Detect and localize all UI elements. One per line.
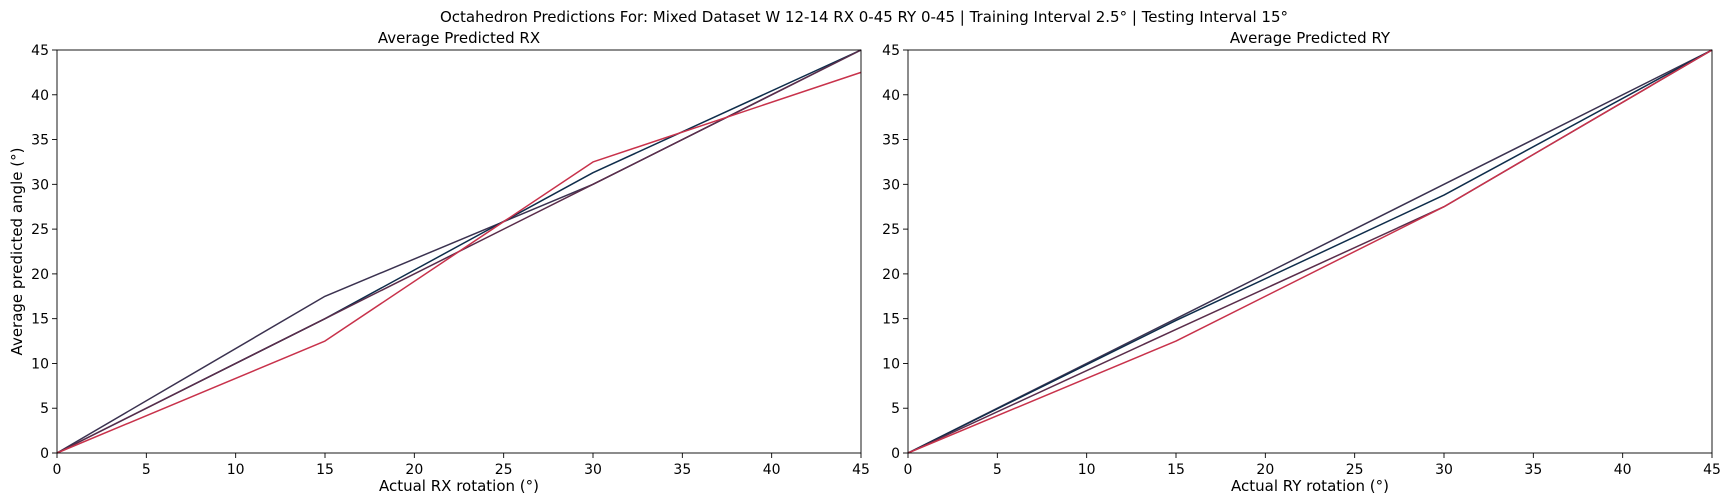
panel-rx-x-tick-label: 30 — [584, 462, 602, 478]
panel-ry-x-tick-label: 45 — [1703, 462, 1721, 478]
panel-rx-y-tick-label: 10 — [31, 356, 49, 372]
panel-rx-frame — [56, 49, 862, 454]
panel-ry-series-line-2 — [907, 49, 1713, 454]
panel-rx-x-axis-label: Actual RX rotation (°) — [379, 477, 539, 495]
panel-ry-frame — [907, 49, 1713, 454]
panel-ry-x-axis-label: Actual RY rotation (°) — [1231, 477, 1389, 495]
panel-rx-y-tick-label: 25 — [31, 222, 49, 238]
panel-ry-series-line-4 — [907, 49, 1713, 454]
panel-ry-x-tick-label: 15 — [1167, 462, 1185, 478]
panel-ry-x-tick-label: 40 — [1614, 462, 1632, 478]
panel-rx-x-tick-label: 15 — [316, 462, 334, 478]
panel-rx-x-tick-label: 35 — [673, 462, 691, 478]
panel-ry-y-tick-label: 45 — [882, 43, 900, 59]
panel-rx-y-tick-label: 5 — [40, 401, 49, 417]
panel-rx-y-axis: 0 5 10 15 20 25 30 35 40 45 — [31, 43, 57, 462]
panel-rx-y-tick-label: 15 — [31, 312, 49, 328]
panel-ry-y-tick-label: 5 — [891, 401, 900, 417]
panel-ry-y-axis: 0 5 10 15 20 25 30 35 40 45 — [882, 43, 908, 462]
panel-ry: Average Predicted RY 0 5 10 15 20 25 30 35 40 45 … — [882, 29, 1721, 495]
panel-rx-x-tick-label: 5 — [142, 462, 151, 478]
panel-rx-x-tick-label: 25 — [495, 462, 513, 478]
panel-rx-x-tick-label: 0 — [53, 462, 62, 478]
panel-ry-y-tick-label: 20 — [882, 267, 900, 283]
panel-rx-title: Average Predicted RX — [378, 29, 540, 47]
panel-rx-y-tick-label: 30 — [31, 177, 49, 193]
panel-ry-y-tick-label: 0 — [891, 446, 900, 462]
panel-ry-y-tick-label: 10 — [882, 356, 900, 372]
panel-ry-x-tick-label: 25 — [1346, 462, 1364, 478]
panel-ry-y-tick-label: 15 — [882, 312, 900, 328]
panel-rx-y-tick-label: 40 — [31, 88, 49, 104]
panel-rx-x-axis: 0 5 10 15 20 25 30 35 40 45 — [53, 453, 870, 478]
panel-rx-x-tick-label: 40 — [763, 462, 781, 478]
panel-rx: Average Predicted RX 0 5 10 15 20 25 30 35 40 45 … — [8, 29, 870, 495]
panel-rx-series — [56, 49, 862, 454]
panel-ry-x-tick-label: 0 — [904, 462, 913, 478]
panel-ry-y-tick-label: 25 — [882, 222, 900, 238]
panel-rx-y-tick-label: 45 — [31, 43, 49, 59]
panel-rx-y-axis-label: Average predicted angle (°) — [8, 148, 26, 356]
figure-suptitle: Octahedron Predictions For: Mixed Datase… — [440, 8, 1288, 26]
panel-rx-series-line-4 — [56, 71, 862, 454]
panel-ry-x-tick-label: 5 — [993, 462, 1002, 478]
panel-ry-title: Average Predicted RY — [1230, 29, 1391, 47]
panel-ry-series — [907, 49, 1713, 454]
panel-ry-y-tick-label: 40 — [882, 88, 900, 104]
panel-ry-x-tick-label: 20 — [1256, 462, 1274, 478]
panel-rx-y-tick-label: 35 — [31, 133, 49, 149]
panel-ry-x-tick-label: 35 — [1524, 462, 1542, 478]
panel-rx-x-tick-label: 45 — [852, 462, 870, 478]
panel-ry-y-tick-label: 35 — [882, 133, 900, 149]
panel-rx-x-tick-label: 10 — [227, 462, 245, 478]
panel-ry-x-tick-label: 30 — [1435, 462, 1453, 478]
panel-ry-y-tick-label: 30 — [882, 177, 900, 193]
panel-rx-y-tick-label: 20 — [31, 267, 49, 283]
panel-rx-y-tick-label: 0 — [40, 446, 49, 462]
panel-ry-series-line-1 — [907, 49, 1713, 454]
panel-rx-x-tick-label: 20 — [405, 462, 423, 478]
panel-ry-x-tick-label: 10 — [1078, 462, 1096, 478]
panel-ry-x-axis: 0 5 10 15 20 25 30 35 40 45 — [904, 453, 1721, 478]
